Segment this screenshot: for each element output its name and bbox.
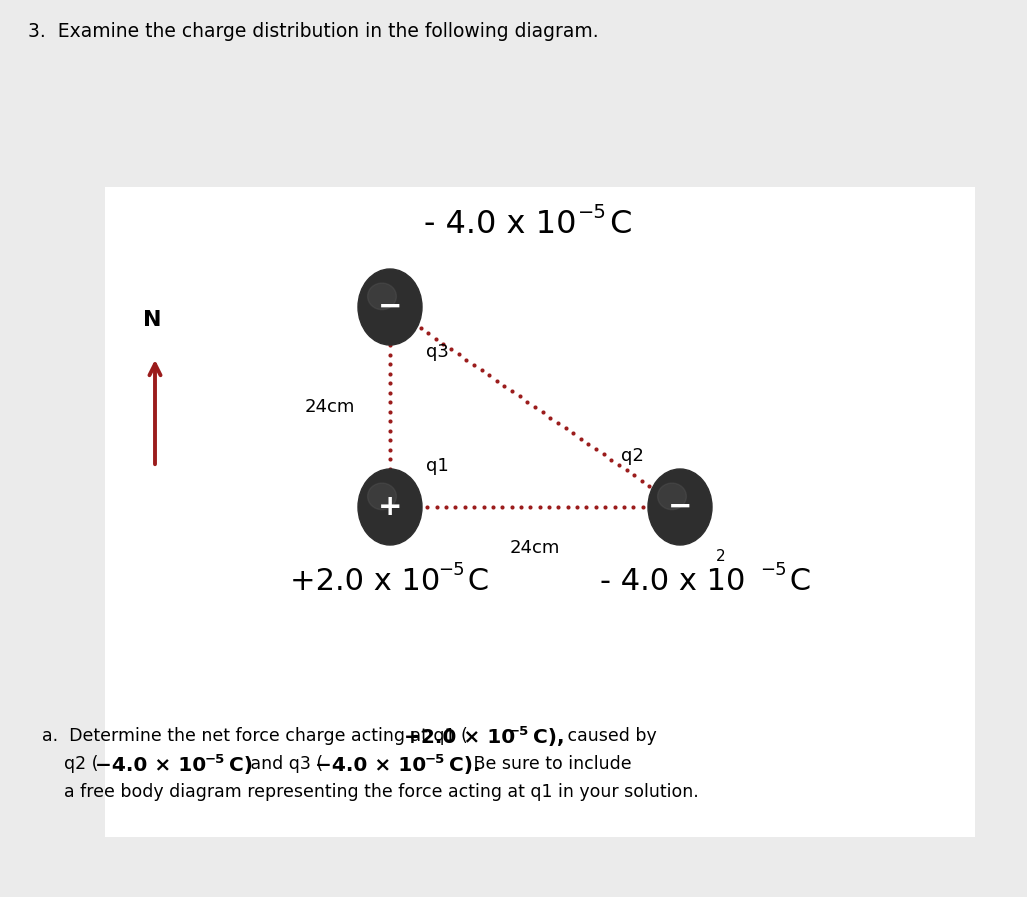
Text: caused by: caused by [562, 727, 656, 745]
Text: −4.0 × 10: −4.0 × 10 [315, 756, 426, 775]
Text: −5: −5 [205, 753, 225, 766]
Text: C: C [779, 567, 811, 596]
Text: C).: C). [442, 756, 481, 775]
Ellipse shape [368, 283, 396, 309]
Text: −: − [668, 493, 692, 521]
Text: 24cm: 24cm [509, 539, 560, 557]
Text: - 4.0 x 10: - 4.0 x 10 [424, 209, 576, 240]
Text: a.  Determine the net force charge acting at q1 (: a. Determine the net force charge acting… [42, 727, 467, 745]
Text: +2.0 × 10: +2.0 × 10 [404, 728, 516, 747]
Text: N: N [143, 310, 161, 330]
Text: and q3 (: and q3 ( [245, 755, 324, 773]
Text: −5: −5 [509, 725, 529, 738]
Ellipse shape [648, 469, 712, 545]
Text: a free body diagram representing the force acting at q1 in your solution.: a free body diagram representing the for… [64, 783, 698, 801]
Text: q2: q2 [621, 447, 644, 465]
Ellipse shape [657, 483, 686, 509]
Text: C): C) [222, 756, 253, 775]
Text: C: C [458, 567, 489, 596]
Text: +2.0 x 10: +2.0 x 10 [290, 567, 441, 596]
Text: q3: q3 [426, 343, 449, 361]
Bar [105, 187, 975, 837]
Text: q2 (: q2 ( [64, 755, 99, 773]
Ellipse shape [358, 269, 422, 345]
Text: 3.  Examine the charge distribution in the following diagram.: 3. Examine the charge distribution in th… [28, 22, 599, 41]
Text: 24cm: 24cm [305, 398, 355, 416]
Ellipse shape [358, 469, 422, 545]
Text: +: + [378, 493, 403, 521]
Text: −5: −5 [760, 561, 787, 579]
Ellipse shape [368, 483, 396, 509]
Text: q1: q1 [426, 457, 449, 475]
Text: Be sure to include: Be sure to include [468, 755, 632, 773]
Text: 2: 2 [716, 549, 726, 564]
Text: −5: −5 [578, 203, 607, 222]
Text: −5: −5 [438, 561, 464, 579]
Text: - 4.0 x 10: - 4.0 x 10 [600, 567, 746, 596]
Text: C),: C), [526, 728, 565, 747]
Text: −: − [378, 293, 403, 321]
Text: −4.0 × 10: −4.0 × 10 [96, 756, 206, 775]
Text: −5: −5 [425, 753, 446, 766]
Text: C: C [600, 209, 633, 240]
